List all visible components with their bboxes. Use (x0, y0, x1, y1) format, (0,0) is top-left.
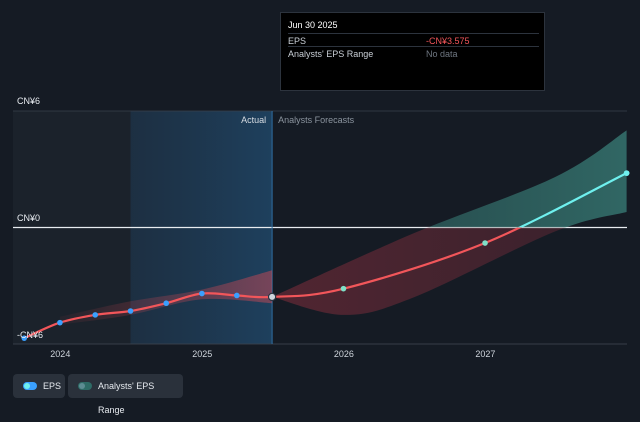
eps-forecast-point (340, 285, 347, 292)
eps-legend-icon (23, 382, 37, 390)
eps-actual-point (57, 319, 63, 326)
tooltip-value: No data (426, 49, 458, 59)
x-tick-label: 2026 (334, 349, 354, 359)
eps-actual-point (267, 292, 277, 302)
y-tick-label: -CN¥6 (17, 330, 44, 340)
legend-label: EPS (43, 381, 62, 391)
past-eps-band (59, 270, 273, 325)
tooltip-label: Analysts' EPS Range (288, 49, 374, 59)
eps-range-band-positive (427, 130, 627, 228)
legend-item-eps[interactable]: EPS (13, 374, 65, 398)
chart-canvas: 2024 2025 2026 2027 Actual Analysts Forecasts (13, 110, 630, 359)
x-tick-label: 2024 (50, 349, 70, 359)
y-tick-label: CN¥6 (17, 96, 41, 106)
tooltip-label: EPS (288, 36, 307, 46)
eps-actual-point (234, 292, 240, 299)
tooltip-value: -CN¥3.575 (426, 36, 470, 46)
tooltip-row-range: Analysts' EPS Range No data (288, 46, 539, 60)
actual-label: Actual (241, 115, 266, 125)
eps-actual-point (127, 308, 134, 314)
tooltip: Jun 30 2025 EPS -CN¥3.575 Analysts' EPS … (280, 12, 545, 91)
tooltip-date: Jun 30 2025 (288, 20, 338, 30)
eps-actual-point (163, 300, 170, 307)
eps-forecast-point (482, 240, 488, 246)
x-tick-label: 2025 (192, 349, 212, 359)
eps-actual-point (92, 312, 99, 318)
eps-range-band-negative (272, 227, 566, 315)
eps-actual-point (199, 290, 205, 297)
forecast-label: Analysts Forecasts (278, 115, 355, 125)
y-tick-label: CN¥0 (17, 213, 41, 223)
eps-forecast-point (623, 170, 630, 176)
eps-range-legend-icon (78, 382, 92, 390)
tooltip-row-eps: EPS -CN¥3.575 (288, 33, 539, 47)
eps-actual-point (21, 335, 28, 341)
legend-label: Analysts' EPS Range (98, 381, 155, 415)
legend-item-eps-range[interactable]: Analysts' EPS Range (68, 374, 183, 415)
x-tick-label: 2027 (475, 349, 495, 359)
eps-chart: 2024 2025 2026 2027 Actual Analysts Forecasts… (13, 12, 630, 415)
